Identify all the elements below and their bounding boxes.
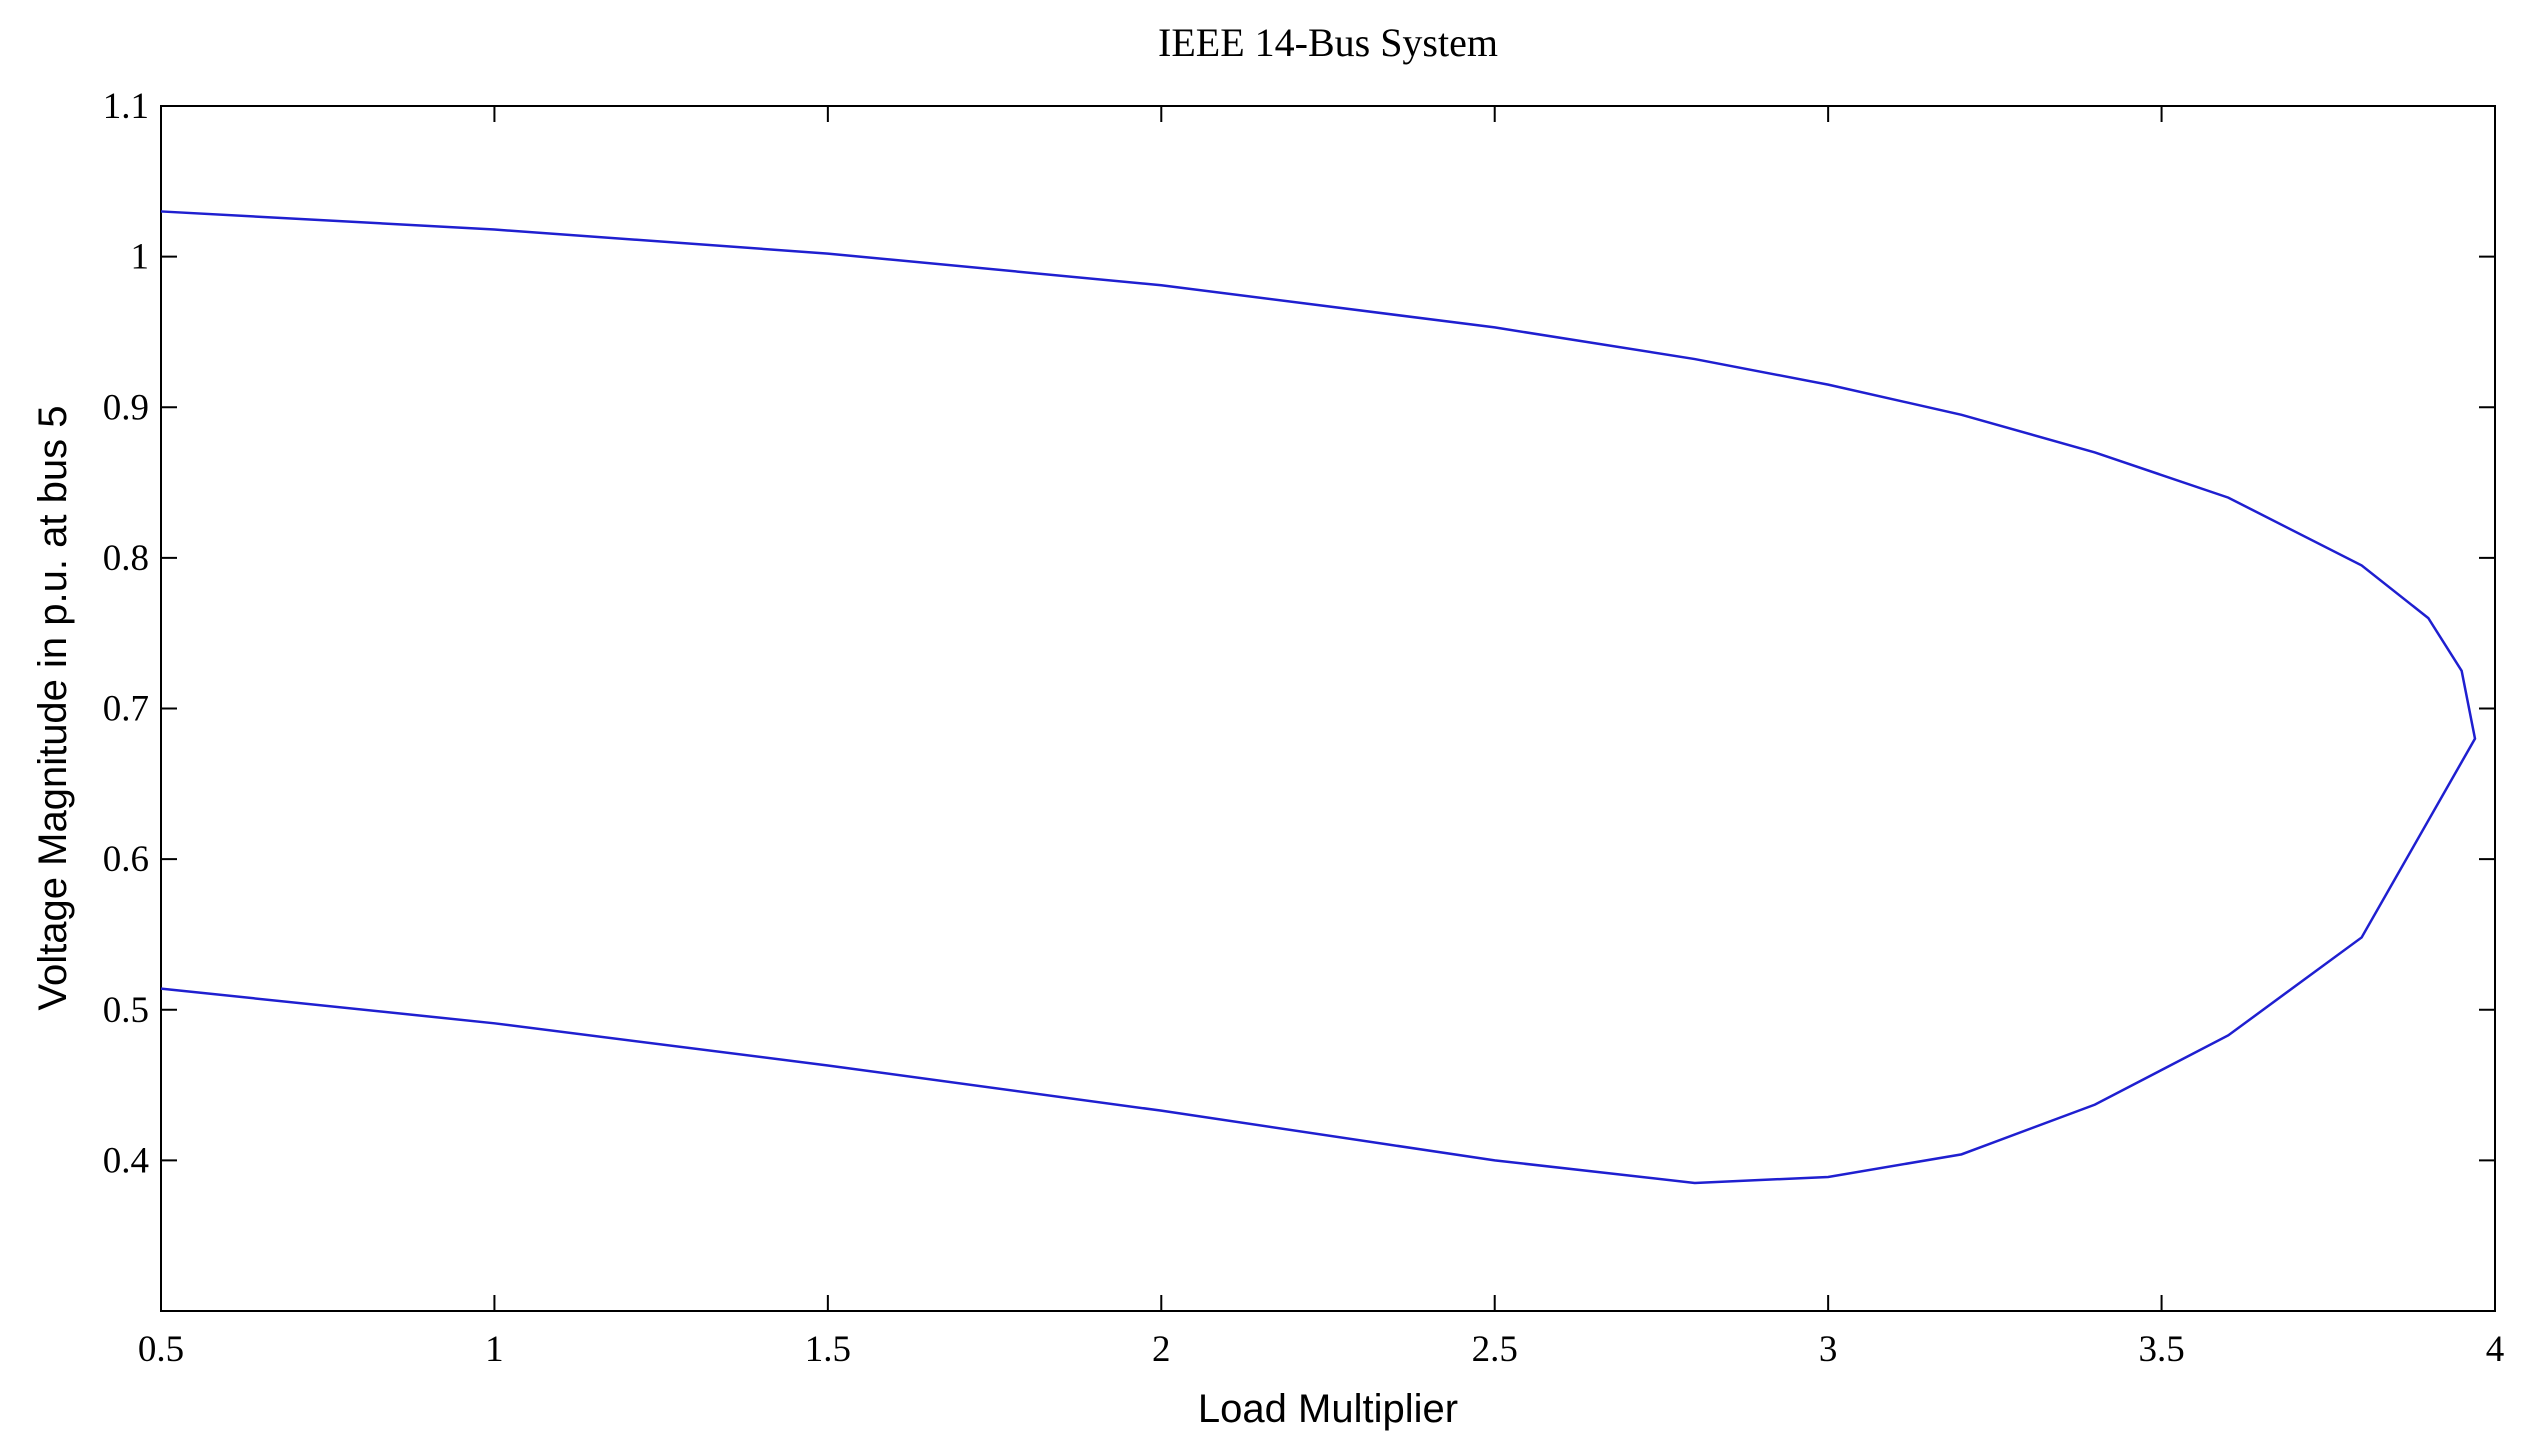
x-tick-label: 3: [1819, 1329, 1838, 1370]
line: [160, 210, 2477, 1185]
y-tick-label: 0.6: [103, 839, 149, 880]
x-tick-label: 3.5: [2138, 1329, 2184, 1370]
x-tick-label: 1: [485, 1329, 504, 1370]
y-tick-label: 1.1: [103, 86, 149, 127]
y-axis-label: Voltage Magnitude in p.u. at bus 5: [31, 406, 75, 1011]
x-tick-label: 1.5: [805, 1329, 851, 1370]
x-tick-label: 2: [1152, 1329, 1171, 1370]
x-tick-label: 2.5: [1472, 1329, 1518, 1370]
y-tick-label: 0.9: [103, 387, 149, 428]
plot-frame: [160, 105, 2496, 1312]
chart-title: IEEE 14-Bus System: [1158, 20, 1498, 65]
x-tick-label: 0.5: [138, 1329, 184, 1370]
x-tick-label: 4: [2486, 1329, 2505, 1370]
y-tick-label: 0.4: [103, 1140, 149, 1181]
y-tick-label: 1: [131, 237, 150, 278]
y-tick-label: 0.8: [103, 538, 149, 579]
y-tick-label: 0.5: [103, 990, 149, 1031]
y-tick-label: 0.7: [103, 689, 149, 730]
x-axis-label: Load Multiplier: [1198, 1387, 1458, 1431]
